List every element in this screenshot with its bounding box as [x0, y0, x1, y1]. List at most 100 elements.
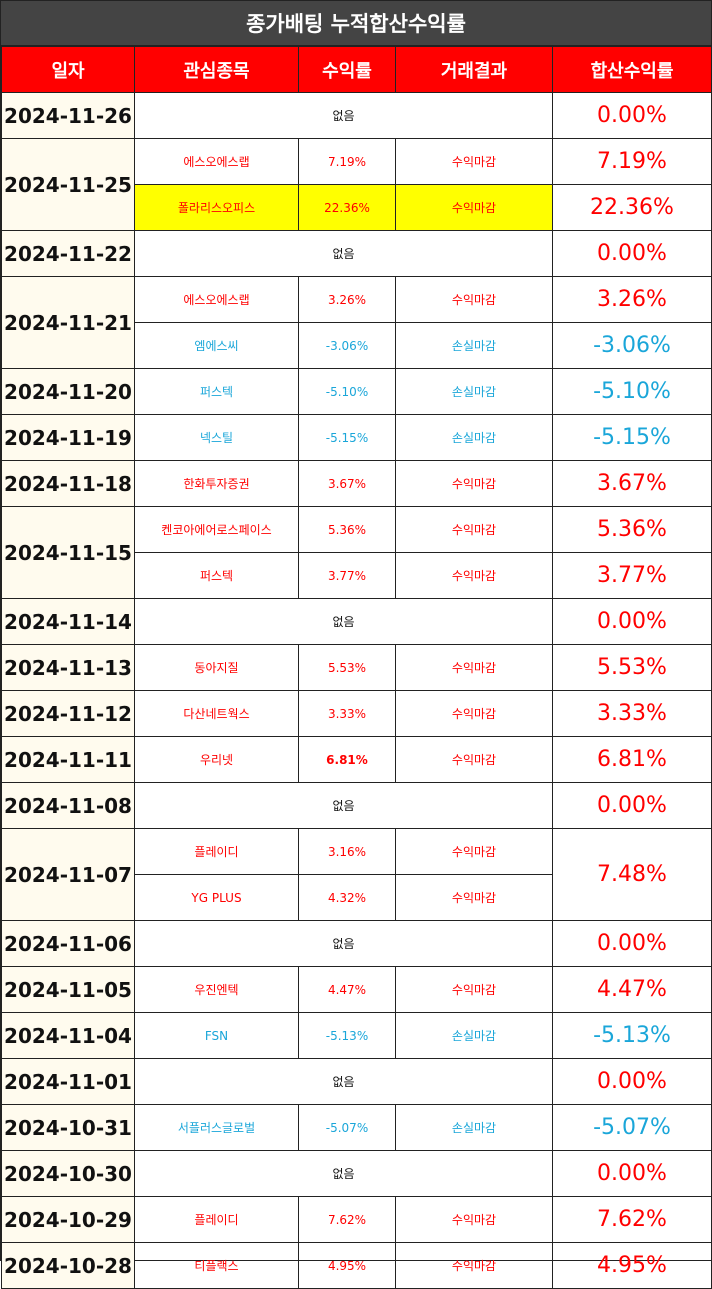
table-row: 2024-11-19 넥스틸 -5.15% 손실마감 -5.15%	[1, 414, 712, 461]
stock-name-cell: 우진엔텍	[134, 966, 299, 1013]
table-row: 2024-11-20 퍼스텍 -5.10% 손실마감 -5.10%	[1, 368, 712, 415]
total-return-cell: 0.00%	[552, 598, 712, 645]
date-cell: 2024-11-22	[1, 230, 135, 277]
date-cell: 2024-10-29	[1, 1196, 135, 1243]
no-trade-cell: 없음	[134, 230, 553, 277]
stock-name-cell: 한화투자증권	[134, 460, 299, 507]
table-row: 2024-11-13 동아지질 5.53% 수익마감 5.53%	[1, 644, 712, 691]
return-cell: 3.77%	[298, 552, 396, 599]
date-cell: 2024-11-18	[1, 460, 135, 507]
result-cell: 손실마감	[395, 1012, 553, 1059]
result-cell: 수익마감	[395, 828, 553, 875]
stock-name-cell: 동아지질	[134, 644, 299, 691]
table-row: 2024-10-29 플레이디 7.62% 수익마감 7.62%	[1, 1196, 712, 1243]
total-return-cell: -5.10%	[552, 368, 712, 415]
total-return-cell: 3.26%	[552, 276, 712, 323]
total-return-cell: -5.07%	[552, 1104, 712, 1151]
stock-name-cell: FSN	[134, 1012, 299, 1059]
table-row: 2024-11-01 없음 0.00%	[1, 1058, 712, 1105]
total-return-cell: 7.19%	[552, 138, 712, 185]
result-cell: 수익마감	[395, 552, 553, 599]
total-return-cell: 0.00%	[552, 1058, 712, 1105]
date-cell: 2024-11-01	[1, 1058, 135, 1105]
total-return-cell: 0.00%	[552, 920, 712, 967]
return-cell: 5.53%	[298, 644, 396, 691]
result-cell: 손실마감	[395, 368, 553, 415]
total-return-cell: 0.00%	[552, 92, 712, 139]
result-cell: 수익마감	[395, 184, 553, 231]
return-cell: 7.62%	[298, 1196, 396, 1243]
result-cell: 손실마감	[395, 1104, 553, 1151]
date-cell: 2024-10-31	[1, 1104, 135, 1151]
table-row: 2024-11-18 한화투자증권 3.67% 수익마감 3.67%	[1, 460, 712, 507]
return-cell: 7.19%	[298, 138, 396, 185]
result-cell: 수익마감	[395, 1242, 553, 1289]
table-row: 2024-11-04 FSN -5.13% 손실마감 -5.13%	[1, 1012, 712, 1059]
table-row: 2024-11-12 다산네트웍스 3.33% 수익마감 3.33%	[1, 690, 712, 737]
stock-name-cell: 폴라리스오피스	[134, 184, 299, 231]
table-row: 엠에스씨 -3.06% 손실마감 -3.06%	[2, 322, 712, 369]
stock-name-cell: 서플러스글로벌	[134, 1104, 299, 1151]
no-trade-cell: 없음	[134, 782, 553, 829]
table-row: YG PLUS 4.32% 수익마감	[2, 874, 712, 921]
no-trade-cell: 없음	[134, 598, 553, 645]
stock-name-cell: 에스오에스랩	[134, 138, 299, 185]
date-cell: 2024-11-19	[1, 414, 135, 461]
return-cell: 5.36%	[298, 506, 396, 553]
total-return-cell: 7.62%	[552, 1196, 712, 1243]
table-row: 2024-11-11 우리넷 6.81% 수익마감 6.81%	[1, 736, 712, 783]
return-cell: -5.13%	[298, 1012, 396, 1059]
total-return-cell: 22.36%	[552, 184, 712, 231]
date-cell: 2024-11-21	[1, 276, 135, 369]
total-return-cell: 0.00%	[552, 1150, 712, 1197]
result-cell: 수익마감	[395, 644, 553, 691]
table-row: 폴라리스오피스 22.36% 수익마감 22.36%	[2, 184, 712, 231]
date-cell: 2024-10-28	[1, 1242, 135, 1289]
stock-name-cell: 에스오에스랩	[134, 276, 299, 323]
table-row: 2024-11-14 없음 0.00%	[1, 598, 712, 645]
return-cell: -3.06%	[298, 322, 396, 369]
return-cell: 3.26%	[298, 276, 396, 323]
result-cell: 수익마감	[395, 276, 553, 323]
result-cell: 수익마감	[395, 966, 553, 1013]
return-cell: -5.10%	[298, 368, 396, 415]
date-cell: 2024-10-30	[1, 1150, 135, 1197]
return-cell: 4.32%	[298, 874, 396, 921]
stock-name-cell: 넥스틸	[134, 414, 299, 461]
total-return-cell: 5.36%	[552, 506, 712, 553]
result-cell: 수익마감	[395, 460, 553, 507]
stock-name-cell: 퍼스텍	[134, 552, 299, 599]
total-return-cell: 4.47%	[552, 966, 712, 1013]
stock-name-cell: 다산네트웍스	[134, 690, 299, 737]
total-return-cell: -5.15%	[552, 414, 712, 461]
returns-table: 일자 관심종목 수익률 거래결과 합산수익률 2024-11-26 없음 0.00%…	[1, 46, 712, 1289]
result-cell: 수익마감	[395, 874, 553, 921]
stock-name-cell: 켄코아에어로스페이스	[134, 506, 299, 553]
date-cell: 2024-11-12	[1, 690, 135, 737]
header-stock: 관심종목	[134, 46, 299, 93]
stock-name-cell: 플레이디	[134, 1196, 299, 1243]
total-return-cell: -3.06%	[552, 322, 712, 369]
date-cell: 2024-11-06	[1, 920, 135, 967]
return-cell: 4.95%	[298, 1242, 396, 1289]
date-cell: 2024-11-05	[1, 966, 135, 1013]
table-row: 2024-11-07 플레이디 3.16% 수익마감 7.48%	[1, 828, 712, 921]
return-cell: -5.15%	[298, 414, 396, 461]
header-return: 수익률	[298, 46, 396, 93]
result-cell: 수익마감	[395, 690, 553, 737]
table-row: 2024-10-28 티플랙스 4.95% 수익마감 4.95%	[1, 1242, 712, 1289]
no-trade-cell: 없음	[134, 920, 553, 967]
table-row: 2024-11-21 에스오에스랩 3.26% 수익마감 3.26%	[1, 276, 712, 369]
total-return-cell: 3.33%	[552, 690, 712, 737]
table-row: 2024-10-30 없음 0.00%	[1, 1150, 712, 1197]
return-cell: -5.07%	[298, 1104, 396, 1151]
date-cell: 2024-11-07	[1, 828, 135, 921]
result-cell: 손실마감	[395, 414, 553, 461]
total-return-cell: -5.13%	[552, 1012, 712, 1059]
result-cell: 수익마감	[395, 736, 553, 783]
date-cell: 2024-11-13	[1, 644, 135, 691]
date-cell: 2024-11-20	[1, 368, 135, 415]
stock-name-cell: YG PLUS	[134, 874, 299, 921]
no-trade-cell: 없음	[134, 1150, 553, 1197]
result-cell: 수익마감	[395, 506, 553, 553]
